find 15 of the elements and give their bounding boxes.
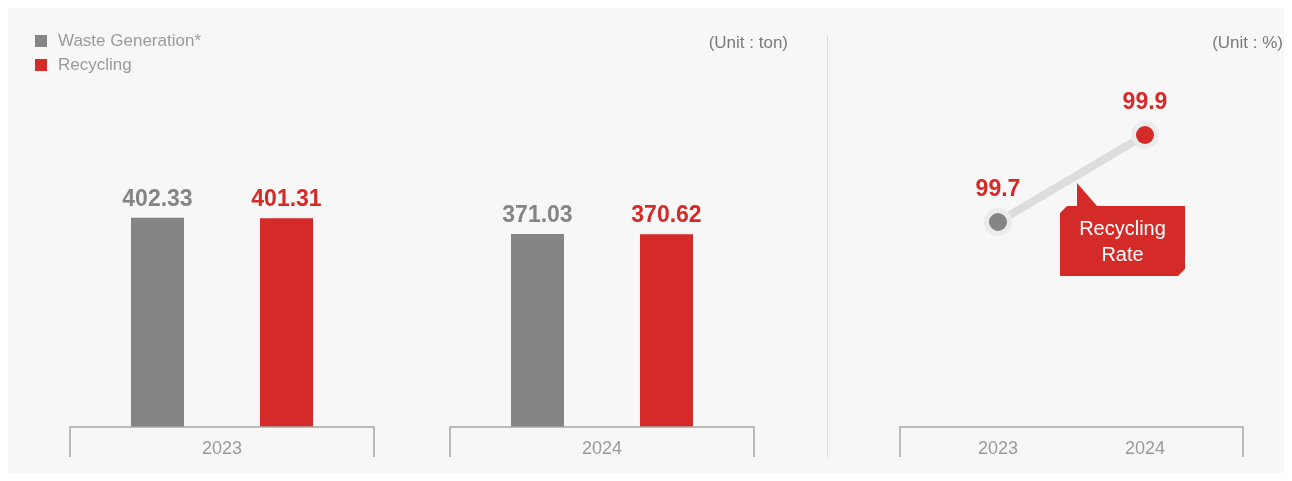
data-label: 99.7 <box>975 175 1021 201</box>
legend-label: Waste Generation* <box>58 31 201 51</box>
text: (Unit : ton) <box>708 33 788 53</box>
legend-label: Recycling <box>58 55 132 75</box>
x-tick-label: 2024 <box>581 438 623 458</box>
data-label: 402.33 <box>122 184 193 211</box>
data-label: 371.03 <box>502 201 573 228</box>
text: (Unit : %) <box>1212 33 1283 53</box>
series-label: Recycling Rate <box>1078 216 1167 267</box>
data-label: 99.9 <box>1122 88 1168 114</box>
data-label: 401.31 <box>251 185 322 212</box>
x-tick-label: 2023 <box>977 438 1019 458</box>
x-tick-label: 2023 <box>201 438 243 458</box>
data-label: 370.62 <box>631 201 702 228</box>
x-tick-label: 2024 <box>1124 438 1166 458</box>
